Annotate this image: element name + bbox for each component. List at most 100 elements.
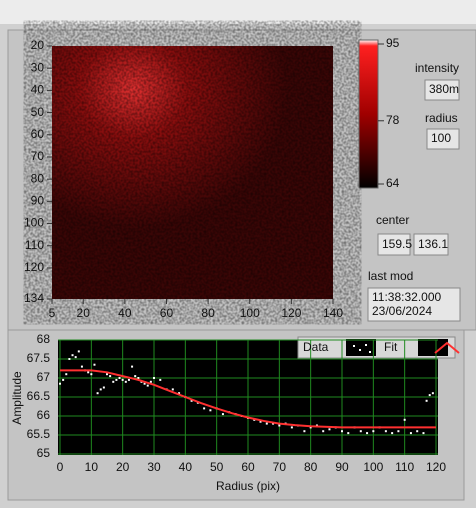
data-point (290, 426, 293, 429)
y-tick-label: 68 (37, 332, 51, 346)
y-tick-label: 65.5 (27, 427, 51, 441)
control-box[interactable] (426, 128, 460, 150)
data-point (372, 430, 375, 433)
y-tick-label: 134 (24, 291, 44, 305)
control-box[interactable] (377, 233, 411, 256)
data-point (143, 382, 146, 385)
legend-dot (353, 345, 355, 347)
data-point (74, 356, 77, 359)
data-point (115, 378, 118, 381)
data-point (391, 432, 394, 435)
x-tick-label: 80 (201, 306, 215, 320)
image-noise (52, 46, 333, 299)
data-point (347, 432, 350, 435)
y-tick-label: 80 (31, 171, 45, 185)
x-tick-label: 140 (323, 306, 343, 320)
x-tick-label: 110 (395, 460, 414, 474)
y-axis-title: Amplitude (10, 371, 24, 425)
data-point (59, 382, 61, 385)
data-point (112, 380, 115, 383)
data-point (322, 430, 325, 433)
y-tick-label: 50 (31, 105, 45, 119)
data-point (428, 394, 431, 397)
data-point (124, 380, 127, 383)
data-point (102, 386, 105, 389)
data-point (203, 407, 206, 410)
y-tick-label: 67 (37, 370, 51, 384)
data-point (118, 377, 121, 379)
y-tick-label: 40 (31, 83, 45, 97)
colorbar (358, 39, 379, 189)
x-tick-label: 70 (273, 460, 287, 474)
control-value: 11:38:32.000 (372, 290, 442, 304)
control-value: 100 (431, 131, 451, 145)
data-point (409, 432, 412, 435)
control-label: radius (425, 111, 458, 125)
legend-swatch (418, 339, 448, 356)
legend-swatch (346, 339, 376, 356)
data-point (96, 392, 99, 395)
fit-line (60, 369, 436, 429)
x-tick-label: 100 (363, 460, 383, 474)
data-point (149, 380, 152, 383)
data-point (87, 371, 90, 374)
control-value: 159.5 (382, 237, 412, 251)
colorbar-tick-label: 78 (386, 113, 400, 127)
data-point (265, 422, 268, 425)
data-point (80, 365, 83, 368)
data-point (153, 377, 155, 379)
y-tick-label: 110 (25, 238, 44, 252)
data-point (62, 378, 65, 381)
y-tick-label: 67.5 (27, 351, 51, 365)
data-point (303, 430, 306, 433)
data-point (159, 378, 162, 381)
x-tick-label: 120 (281, 306, 301, 320)
control-box[interactable] (367, 287, 461, 322)
x-tick-label: 10 (85, 460, 99, 474)
x-axis-title: Radius (pix) (216, 479, 280, 493)
data-point (90, 373, 93, 376)
y-tick-label: 66 (37, 408, 51, 422)
x-tick-label: 80 (304, 460, 318, 474)
y-tick-label: 90 (31, 194, 45, 208)
data-point (77, 350, 80, 353)
y-tick-label: 120 (24, 260, 44, 274)
data-point (137, 377, 140, 379)
y-tick-label: 70 (31, 149, 45, 163)
data-point (272, 422, 275, 425)
x-tick-label: 90 (335, 460, 349, 474)
control-value: 380m (429, 82, 459, 96)
x-tick-label: 5 (49, 306, 56, 320)
y-tick-label: 20 (31, 38, 45, 52)
legend-dot (365, 344, 367, 346)
data-point (425, 399, 428, 402)
x-tick-label: 100 (240, 306, 260, 320)
data-point (99, 388, 102, 391)
legend-label: Fit (384, 340, 398, 354)
data-point (209, 409, 212, 412)
y-tick-label: 60 (31, 127, 45, 141)
x-tick-label: 20 (77, 306, 91, 320)
data-point (71, 354, 74, 357)
data-point (328, 428, 331, 431)
x-tick-label: 120 (426, 460, 446, 474)
control-box[interactable] (413, 233, 449, 256)
x-tick-label: 0 (57, 460, 64, 474)
data-point (422, 432, 425, 435)
data-point (121, 378, 124, 381)
data-point (68, 358, 71, 360)
image-graph (52, 46, 333, 299)
data-point (190, 399, 193, 402)
data-point (65, 373, 68, 376)
data-point (131, 365, 134, 368)
legend (297, 336, 456, 359)
x-tick-label: 60 (241, 460, 255, 474)
control-box[interactable] (424, 79, 460, 101)
data-point (341, 430, 343, 433)
x-tick-label: 50 (210, 460, 224, 474)
y-tick-label: 30 (31, 60, 45, 74)
data-point (366, 432, 369, 435)
data-point (134, 375, 137, 378)
data-point (403, 418, 406, 421)
